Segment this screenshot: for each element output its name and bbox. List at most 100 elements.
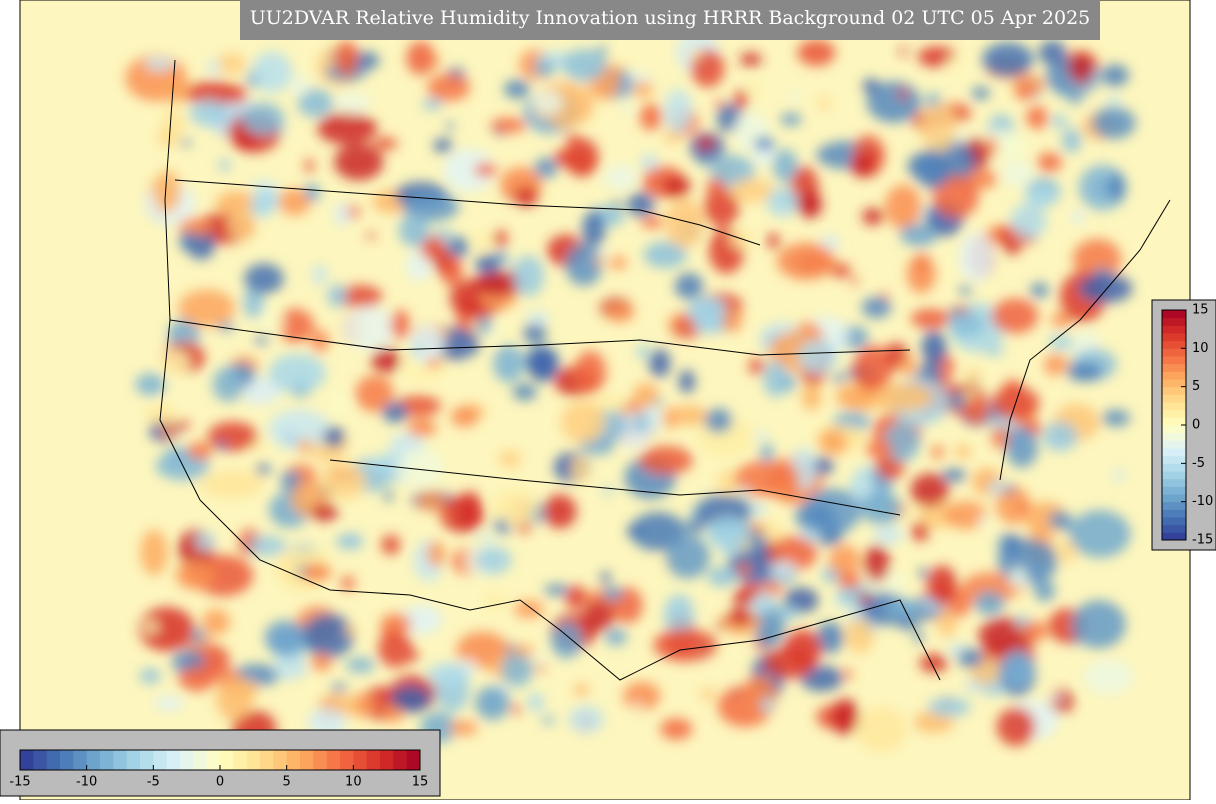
field-blob <box>317 112 378 145</box>
field-blob <box>843 667 853 681</box>
field-blob <box>845 617 874 654</box>
field-blob <box>927 565 957 606</box>
field-blob <box>527 347 559 383</box>
field-blob <box>794 501 836 531</box>
field-blob <box>514 186 539 207</box>
field-blob <box>1001 161 1034 187</box>
field-blob <box>739 52 762 67</box>
field-blob <box>835 383 875 409</box>
field-blob <box>1030 282 1049 298</box>
field-blob <box>717 619 726 630</box>
field-blob <box>919 653 948 673</box>
field-blob <box>1061 128 1082 153</box>
field-blob <box>181 138 191 147</box>
colorbar-segment <box>20 750 34 770</box>
colorbar-segment <box>300 750 314 770</box>
colorbar-segment <box>1162 409 1186 418</box>
field-blob <box>884 598 921 617</box>
field-blob <box>475 271 523 297</box>
field-blob <box>355 375 394 412</box>
field-blob <box>864 544 890 583</box>
colorbar-tick-label: 15 <box>1192 303 1209 318</box>
field-blob <box>678 369 696 394</box>
field-blob <box>153 696 184 711</box>
field-blob <box>603 164 638 191</box>
field-blob <box>297 88 334 118</box>
field-blob <box>832 373 847 383</box>
field-blob <box>1010 203 1047 239</box>
field-blob <box>492 230 508 247</box>
field-blob <box>639 103 663 131</box>
field-blob <box>700 688 716 701</box>
field-blob <box>503 260 514 269</box>
field-blob <box>818 428 847 455</box>
field-blob <box>246 535 287 557</box>
field-blob <box>742 674 777 719</box>
field-blob <box>910 308 951 329</box>
field-blob <box>310 503 339 522</box>
field-blob <box>819 95 829 112</box>
field-blob <box>161 349 190 377</box>
field-blob <box>334 40 359 77</box>
field-blob <box>427 73 471 102</box>
colorbar-segment <box>286 750 301 770</box>
colorbar-tick-label: -5 <box>147 775 160 790</box>
field-blob <box>175 560 215 590</box>
field-blob <box>703 188 740 227</box>
colorbar-segment <box>1162 402 1186 411</box>
field-blob <box>516 523 532 533</box>
colorbar-tick-label: -10 <box>76 775 97 790</box>
field-blob <box>623 681 661 711</box>
field-blob <box>280 471 301 487</box>
field-blob <box>513 600 545 618</box>
field-blob <box>790 90 799 100</box>
colorbar-segment <box>180 750 194 770</box>
field-blob <box>604 628 628 646</box>
field-blob <box>212 366 244 403</box>
field-blob <box>797 191 823 219</box>
colorbar-segment <box>1162 333 1186 342</box>
field-blob <box>777 242 836 280</box>
field-blob <box>636 344 650 359</box>
field-blob <box>139 607 195 652</box>
field-blob <box>1026 564 1042 580</box>
field-blob <box>201 608 230 636</box>
field-blob <box>139 668 161 684</box>
colorbar-segment <box>1162 356 1186 365</box>
field-blob <box>175 420 190 430</box>
field-blob <box>215 677 253 721</box>
field-blob <box>774 605 800 620</box>
colorbar-tick-label: 5 <box>1192 379 1200 394</box>
field-blob <box>305 184 316 199</box>
field-blob <box>335 91 372 114</box>
field-blob <box>602 586 623 601</box>
field-blob <box>543 584 570 596</box>
colorbar-segment <box>1162 371 1186 380</box>
colorbar-segment <box>1162 524 1186 533</box>
colorbar-segment <box>60 750 74 770</box>
field-blob <box>511 704 522 715</box>
field-blob <box>228 210 256 241</box>
field-blob <box>532 652 547 667</box>
field-blob <box>1042 421 1078 452</box>
map-title: UU2DVAR Relative Humidity Innovation usi… <box>250 7 1091 29</box>
field-blob <box>273 653 307 681</box>
field-blob <box>1078 274 1133 303</box>
field-blob <box>1107 173 1125 202</box>
field-blob <box>944 501 988 530</box>
field-blob <box>406 653 421 661</box>
field-blob <box>257 303 284 342</box>
field-blob <box>760 442 774 463</box>
field-blob <box>367 454 405 473</box>
field-blob <box>564 585 588 610</box>
field-blob <box>612 199 621 210</box>
field-blob <box>948 312 986 338</box>
colorbar-segment <box>1162 455 1186 464</box>
colorbar-segment <box>1162 363 1186 372</box>
colorbar-segment <box>1162 494 1186 503</box>
field-blob <box>1072 238 1122 280</box>
colorbar-segment <box>1162 348 1186 357</box>
field-blob <box>582 600 615 632</box>
field-blob <box>754 431 768 441</box>
colorbar-segment <box>126 750 141 770</box>
